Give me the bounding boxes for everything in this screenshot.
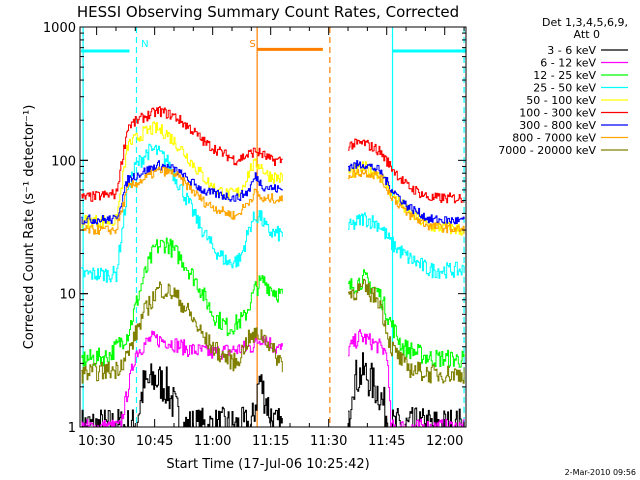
series-line-6 (81, 160, 283, 225)
legend-label: 800 - 7000 keV (512, 132, 596, 145)
legend-label: 6 - 12 keV (540, 57, 596, 70)
series-line-3 (348, 212, 465, 279)
data-series (81, 106, 465, 427)
y-tick-label: 1000 (43, 21, 76, 36)
flag-label: N (141, 39, 148, 50)
legend-header-line-2: Att 0 (574, 28, 600, 41)
series-line-0 (81, 363, 283, 427)
series-line-1 (81, 330, 283, 427)
series-line-1 (348, 329, 465, 427)
x-tick-label: 10:30 (78, 434, 115, 449)
series-line-5 (348, 138, 465, 204)
legend-label: 7000 - 20000 keV (498, 144, 596, 157)
x-axis: 10:30 10:45 11:00 11:15 11:30 11:45 12:00 (78, 27, 465, 449)
legend-label: 3 - 6 keV (547, 44, 596, 57)
y-tick-label: 1 (68, 421, 76, 436)
y-tick-label: 100 (51, 154, 76, 169)
legend-label: 25 - 50 keV (533, 82, 596, 95)
series-line-6 (348, 160, 465, 225)
x-tick-label: 10:45 (136, 434, 173, 449)
series-line-4 (81, 121, 283, 229)
flag-label: S (249, 39, 255, 50)
series-line-3 (81, 143, 283, 283)
x-tick-label: 12:00 (426, 434, 463, 449)
y-axis-label: Corrected Count Rate (s⁻¹ detector⁻¹) (22, 105, 37, 350)
series-line-7 (348, 169, 465, 234)
footer-timestamp: 2-Mar-2010 09:56 (565, 468, 636, 477)
x-tick-label: 11:15 (252, 434, 289, 449)
plot-frame (79, 26, 467, 428)
series-line-8 (348, 278, 465, 384)
legend-label: 50 - 100 keV (526, 94, 596, 107)
chart-title: HESSI Observing Summary Count Rates, Cor… (77, 3, 459, 21)
series-line-5 (81, 106, 283, 202)
legend-label: 12 - 25 keV (533, 69, 596, 82)
x-axis-label: Start Time (17-Jul-06 10:25:42) (166, 457, 369, 472)
x-tick-label: 11:00 (194, 434, 231, 449)
legend-label: 100 - 300 keV (519, 107, 596, 120)
legend-header-line-1: Det 1,3,4,5,6,9, (542, 16, 628, 29)
series-line-2 (81, 237, 283, 367)
y-axis: 1 10 100 1000 (43, 21, 466, 436)
x-tick-label: 11:45 (368, 434, 405, 449)
series-line-7 (81, 166, 283, 235)
legend-label: 300 - 800 keV (519, 119, 596, 132)
y-tick-label: 10 (59, 288, 76, 303)
series-line-8 (81, 281, 283, 384)
series-line-0 (348, 352, 465, 427)
x-tick-label: 11:30 (310, 434, 347, 449)
